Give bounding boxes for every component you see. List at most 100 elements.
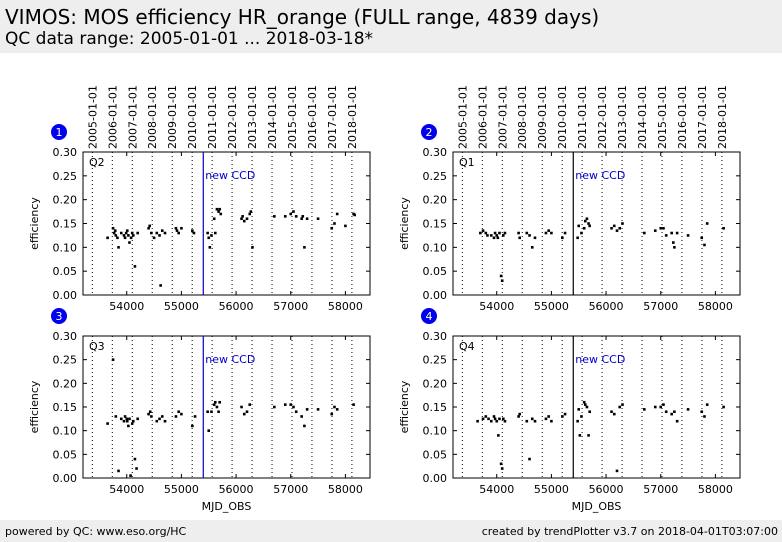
x-tick-label: 55000 — [164, 483, 199, 496]
data-point — [159, 284, 162, 287]
data-point — [621, 222, 624, 225]
data-point — [563, 231, 567, 235]
data-point — [206, 231, 209, 235]
y-tick-label: 0.30 — [423, 330, 448, 343]
date-tick-label: 2009-01-01 — [536, 85, 549, 149]
data-point — [136, 417, 139, 421]
data-point — [217, 210, 220, 213]
x-axis-label: MJD_OBS — [572, 500, 622, 513]
data-point — [124, 231, 128, 235]
data-point — [528, 457, 531, 461]
data-point — [136, 231, 139, 235]
y-tick-label: 0.10 — [423, 425, 448, 438]
data-point — [316, 408, 320, 411]
data-point — [129, 236, 133, 240]
y-tick-label: 0.10 — [53, 425, 78, 438]
data-point — [180, 412, 183, 416]
data-point — [177, 231, 180, 235]
panel-number-label: 4 — [426, 310, 433, 323]
data-point — [497, 434, 500, 437]
data-point — [125, 419, 129, 423]
data-point — [133, 265, 137, 268]
quadrant-label: Q3 — [89, 340, 105, 353]
data-point — [147, 412, 150, 416]
data-point — [289, 403, 293, 406]
event-label: new CCD — [205, 169, 255, 182]
y-tick-label: 0.10 — [53, 241, 78, 254]
data-point — [333, 222, 336, 225]
y-axis-label: efficiency — [28, 380, 41, 433]
data-point — [210, 410, 213, 414]
data-point — [353, 213, 356, 217]
data-point — [148, 224, 151, 228]
data-point — [133, 457, 137, 461]
data-point — [289, 212, 293, 216]
date-tick-label: 2009-01-01 — [166, 85, 179, 149]
data-point — [530, 417, 534, 421]
data-point — [245, 410, 249, 414]
data-point — [662, 226, 665, 230]
y-tick-label: 0.30 — [53, 146, 78, 159]
data-point — [240, 405, 243, 409]
data-point — [208, 246, 212, 249]
x-tick-label: 54000 — [479, 300, 514, 313]
x-axis-label: MJD_OBS — [202, 500, 252, 513]
data-point — [135, 467, 138, 470]
y-tick-label: 0.25 — [423, 354, 448, 367]
data-point — [583, 219, 587, 223]
data-point — [503, 419, 507, 423]
y-tick-label: 0.25 — [53, 354, 78, 367]
data-point — [106, 422, 109, 425]
panel-number-badge — [51, 124, 67, 140]
data-point — [245, 217, 249, 221]
footer-created-by: created by trendPlotter v3.7 on 2018-04-… — [481, 525, 778, 538]
data-point — [191, 424, 194, 428]
data-point — [703, 415, 706, 418]
y-tick-label: 0.05 — [423, 448, 448, 461]
x-tick-label: 55000 — [164, 300, 199, 313]
data-point — [300, 217, 303, 221]
data-point — [123, 236, 127, 240]
data-point — [301, 215, 305, 218]
data-point — [518, 236, 521, 240]
y-axis-label: efficiency — [398, 197, 411, 250]
panel-number-badge — [421, 308, 437, 324]
data-point — [155, 231, 159, 235]
data-point — [305, 408, 309, 411]
date-tick-label: 2012-01-01 — [226, 85, 239, 149]
date-tick-label: 2008-01-01 — [516, 85, 529, 149]
date-tick-label: 2015-01-01 — [286, 85, 299, 149]
event-label: new CCD — [575, 353, 625, 366]
y-tick-label: 0.20 — [423, 377, 448, 390]
data-point — [495, 234, 499, 237]
data-point — [585, 217, 589, 221]
data-point — [191, 229, 194, 232]
data-point — [544, 231, 548, 235]
page-title: VIMOS: MOS efficiency HR_orange (FULL ra… — [5, 5, 600, 29]
data-point — [533, 419, 537, 423]
data-point — [273, 405, 276, 409]
data-point — [335, 408, 339, 411]
data-point — [174, 415, 178, 418]
data-point — [125, 417, 129, 421]
y-tick-label: 0.15 — [423, 401, 448, 414]
data-point — [612, 224, 616, 228]
x-tick-label: 57000 — [273, 300, 308, 313]
data-point — [122, 234, 126, 237]
data-point — [117, 246, 120, 249]
data-point — [174, 226, 178, 230]
data-point — [528, 234, 531, 237]
data-point — [587, 222, 590, 225]
data-point — [576, 419, 579, 423]
x-tick-label: 58000 — [698, 483, 733, 496]
data-point — [498, 417, 501, 421]
y-tick-label: 0.00 — [423, 289, 448, 302]
data-point — [330, 412, 334, 416]
data-point — [489, 419, 493, 423]
x-tick-label: 55000 — [534, 483, 569, 496]
data-point — [675, 231, 679, 235]
y-tick-label: 0.10 — [423, 241, 448, 254]
date-tick-label: 2016-01-01 — [676, 85, 689, 149]
data-point — [492, 236, 496, 240]
y-tick-label: 0.25 — [423, 170, 448, 183]
